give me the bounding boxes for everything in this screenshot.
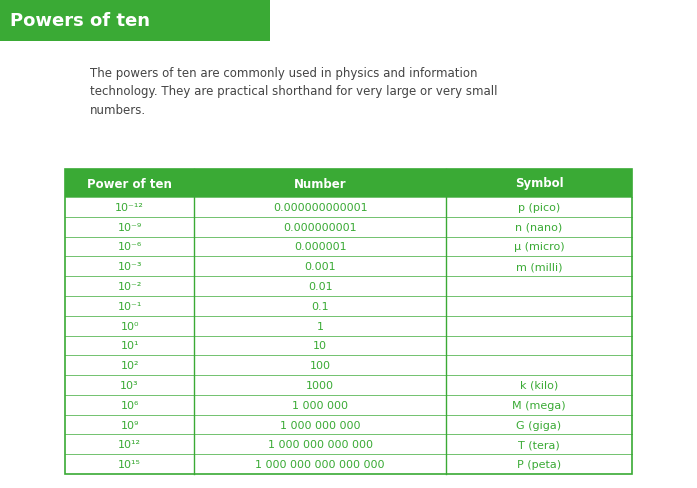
- Text: 10¹: 10¹: [121, 341, 139, 351]
- Text: μ (micro): μ (micro): [514, 242, 565, 252]
- Text: 10⁻⁶: 10⁻⁶: [118, 242, 141, 252]
- Text: 0.001: 0.001: [305, 262, 336, 272]
- Text: 10: 10: [313, 341, 327, 351]
- Text: p (pico): p (pico): [518, 203, 560, 212]
- Text: Symbol: Symbol: [514, 177, 563, 190]
- Text: 1 000 000 000 000 000: 1 000 000 000 000 000: [255, 459, 385, 469]
- Text: 10³: 10³: [121, 380, 139, 390]
- Text: k (kilo): k (kilo): [520, 380, 558, 390]
- Text: Number: Number: [294, 177, 346, 190]
- Text: 10⁻³: 10⁻³: [117, 262, 142, 272]
- Text: Powers of ten: Powers of ten: [10, 12, 151, 30]
- Text: 0.000001: 0.000001: [294, 242, 346, 252]
- Text: 1 000 000 000 000: 1 000 000 000 000: [268, 439, 373, 449]
- Text: 0.000000001: 0.000000001: [284, 222, 357, 232]
- Text: 10¹²: 10¹²: [118, 439, 141, 449]
- Text: n (nano): n (nano): [515, 222, 562, 232]
- Text: The powers of ten are commonly used in physics and information
technology. They : The powers of ten are commonly used in p…: [90, 67, 498, 117]
- Text: 10¹⁵: 10¹⁵: [118, 459, 141, 469]
- Text: T (tera): T (tera): [518, 439, 560, 449]
- Text: 10⁹: 10⁹: [121, 420, 139, 429]
- Text: 0.01: 0.01: [308, 282, 332, 291]
- Text: P (peta): P (peta): [517, 459, 561, 469]
- Text: Power of ten: Power of ten: [87, 177, 172, 190]
- FancyBboxPatch shape: [65, 170, 632, 198]
- Text: 1 000 000 000: 1 000 000 000: [280, 420, 360, 429]
- Text: M (mega): M (mega): [512, 400, 566, 410]
- Text: 10²: 10²: [121, 361, 139, 370]
- Text: 0.000000000001: 0.000000000001: [273, 203, 367, 212]
- FancyBboxPatch shape: [0, 0, 270, 42]
- Text: 1000: 1000: [306, 380, 334, 390]
- Text: 0.1: 0.1: [312, 301, 329, 311]
- Text: 10⁻¹: 10⁻¹: [118, 301, 141, 311]
- Text: 1 000 000: 1 000 000: [292, 400, 348, 410]
- Text: 100: 100: [309, 361, 330, 370]
- Text: m (milli): m (milli): [516, 262, 562, 272]
- Text: 10⁻²: 10⁻²: [118, 282, 141, 291]
- Text: 1: 1: [316, 321, 323, 331]
- Text: 10⁻¹²: 10⁻¹²: [115, 203, 144, 212]
- Text: G (giga): G (giga): [516, 420, 562, 429]
- Text: 10⁶: 10⁶: [121, 400, 139, 410]
- Text: 10⁻⁹: 10⁻⁹: [118, 222, 141, 232]
- Text: 10⁰: 10⁰: [121, 321, 139, 331]
